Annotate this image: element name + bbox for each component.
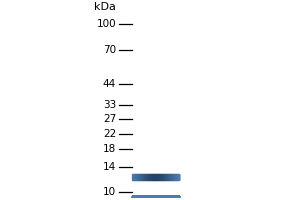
Text: kDa: kDa [94, 2, 116, 12]
Text: 22: 22 [103, 129, 116, 139]
Text: 18: 18 [103, 144, 116, 154]
Text: 70: 70 [103, 45, 116, 55]
Text: 10: 10 [103, 187, 116, 197]
Text: 100: 100 [97, 19, 116, 29]
Text: 44: 44 [103, 79, 116, 89]
Text: 33: 33 [103, 100, 116, 110]
Text: 27: 27 [103, 114, 116, 124]
Text: 14: 14 [103, 162, 116, 172]
